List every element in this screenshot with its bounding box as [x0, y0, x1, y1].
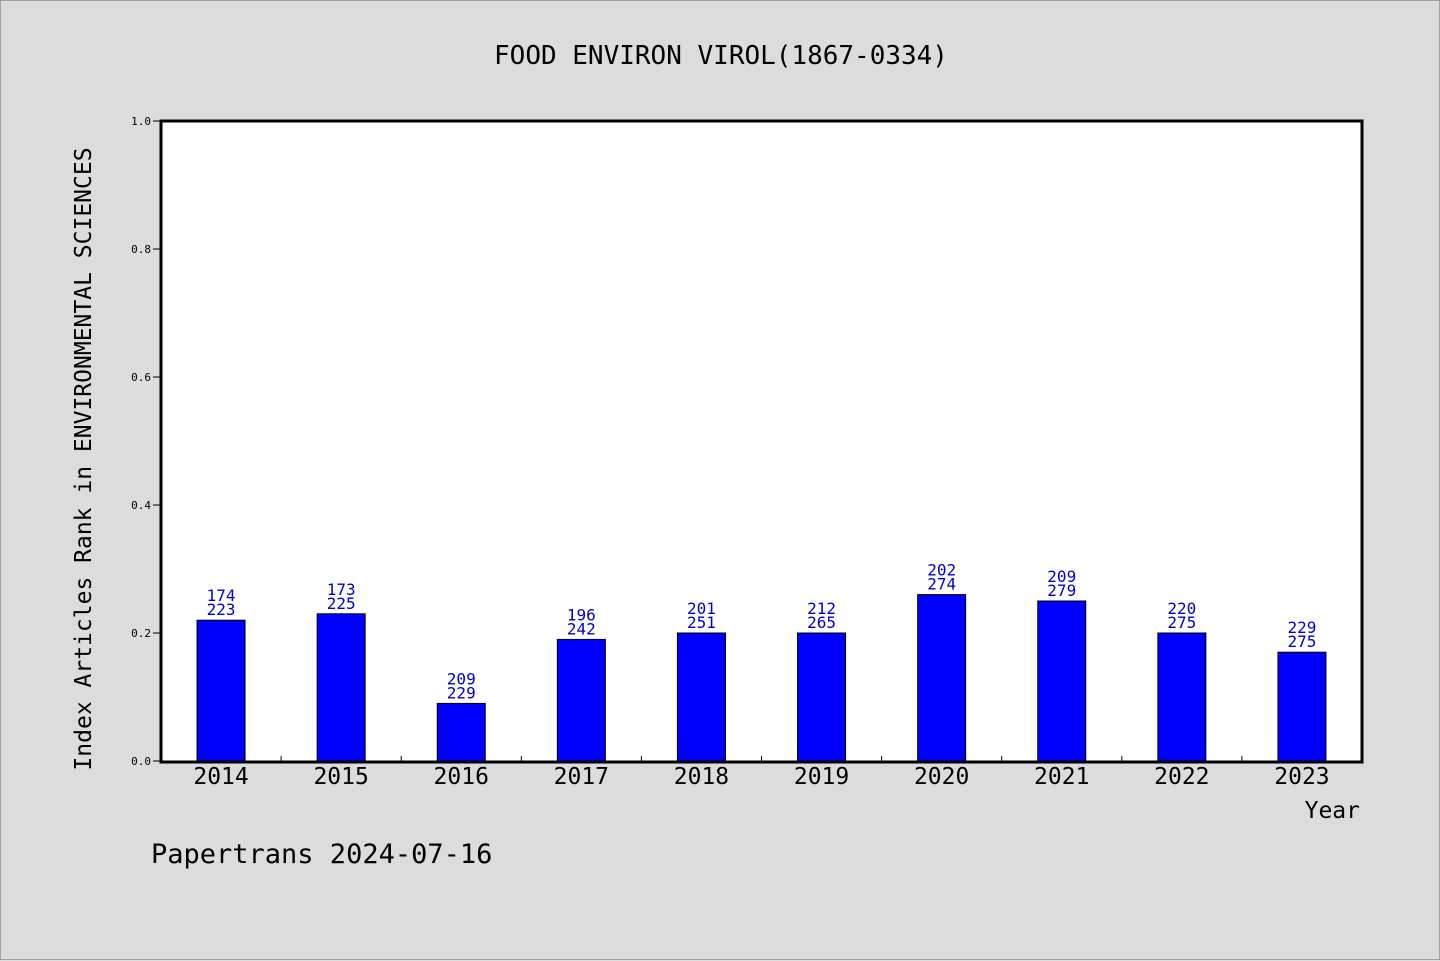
x-axis: 2014 2015 2016 2017 2018 2019 2020 2021 2022 2023 — [193, 756, 1330, 790]
bar-rank-label: 196 — [567, 605, 596, 624]
bar-rank-label: 220 — [1167, 599, 1196, 618]
bar-rank-label: 209 — [1047, 567, 1076, 586]
bar-series: 1742231732252092291962422012512122652022… — [196, 561, 1327, 762]
y-tick-label: 0.6 — [131, 371, 151, 384]
bar-rank-label: 209 — [447, 669, 476, 688]
bar — [917, 594, 967, 762]
bar-total-label: 225 — [327, 594, 356, 613]
x-tick-label: 2015 — [313, 764, 368, 790]
bar-total-label: 275 — [1167, 613, 1196, 632]
bar-rank-label: 212 — [807, 599, 836, 618]
x-tick-label: 2022 — [1154, 764, 1209, 790]
bar — [316, 613, 366, 762]
y-tick-label: 1.0 — [131, 115, 151, 128]
bar — [1157, 632, 1207, 762]
bar-rank-label: 173 — [327, 580, 356, 599]
y-tick-label: 0.8 — [131, 243, 151, 256]
x-tick-label: 2017 — [554, 764, 609, 790]
bar-total-label: 229 — [447, 683, 476, 702]
bar-rank-label: 201 — [687, 599, 716, 618]
y-axis: 0.0 0.2 0.4 0.6 0.8 1.0 — [131, 115, 161, 768]
bar-rank-label: 202 — [927, 561, 956, 580]
y-axis-label: Index Articles Rank in ENVIRONMENTAL SCI… — [71, 147, 97, 770]
bar-total-label: 265 — [807, 613, 836, 632]
bar — [196, 619, 246, 762]
x-tick-label: 2018 — [674, 764, 729, 790]
x-tick-label: 2019 — [794, 764, 849, 790]
bar-rank-label: 229 — [1287, 618, 1316, 637]
bar — [556, 638, 606, 762]
y-tick-label: 0.0 — [131, 755, 151, 768]
bar-rank-label: 174 — [207, 586, 236, 605]
bar — [797, 632, 847, 762]
bar-total-label: 223 — [207, 600, 236, 619]
x-tick-label: 2021 — [1034, 764, 1089, 790]
bar — [436, 702, 486, 762]
chart-title: FOOD ENVIRON VIROL(1867-0334) — [494, 41, 948, 71]
bar-total-label: 275 — [1287, 632, 1316, 651]
x-tick-label: 2020 — [914, 764, 969, 790]
bar — [1277, 651, 1327, 762]
footer-credit: Papertrans 2024-07-16 — [151, 839, 492, 870]
x-tick-label: 2016 — [434, 764, 489, 790]
bar — [1037, 600, 1087, 762]
y-tick-label: 0.2 — [131, 627, 151, 640]
x-tick-label: 2014 — [193, 764, 248, 790]
bar-total-label: 279 — [1047, 581, 1076, 600]
bar-total-label: 274 — [927, 575, 956, 594]
bar-total-label: 251 — [687, 613, 716, 632]
y-tick-label: 0.4 — [131, 499, 151, 512]
x-axis-label: Year — [1305, 798, 1360, 824]
x-tick-label: 2023 — [1274, 764, 1329, 790]
bar-total-label: 242 — [567, 619, 596, 638]
bar — [676, 632, 726, 762]
